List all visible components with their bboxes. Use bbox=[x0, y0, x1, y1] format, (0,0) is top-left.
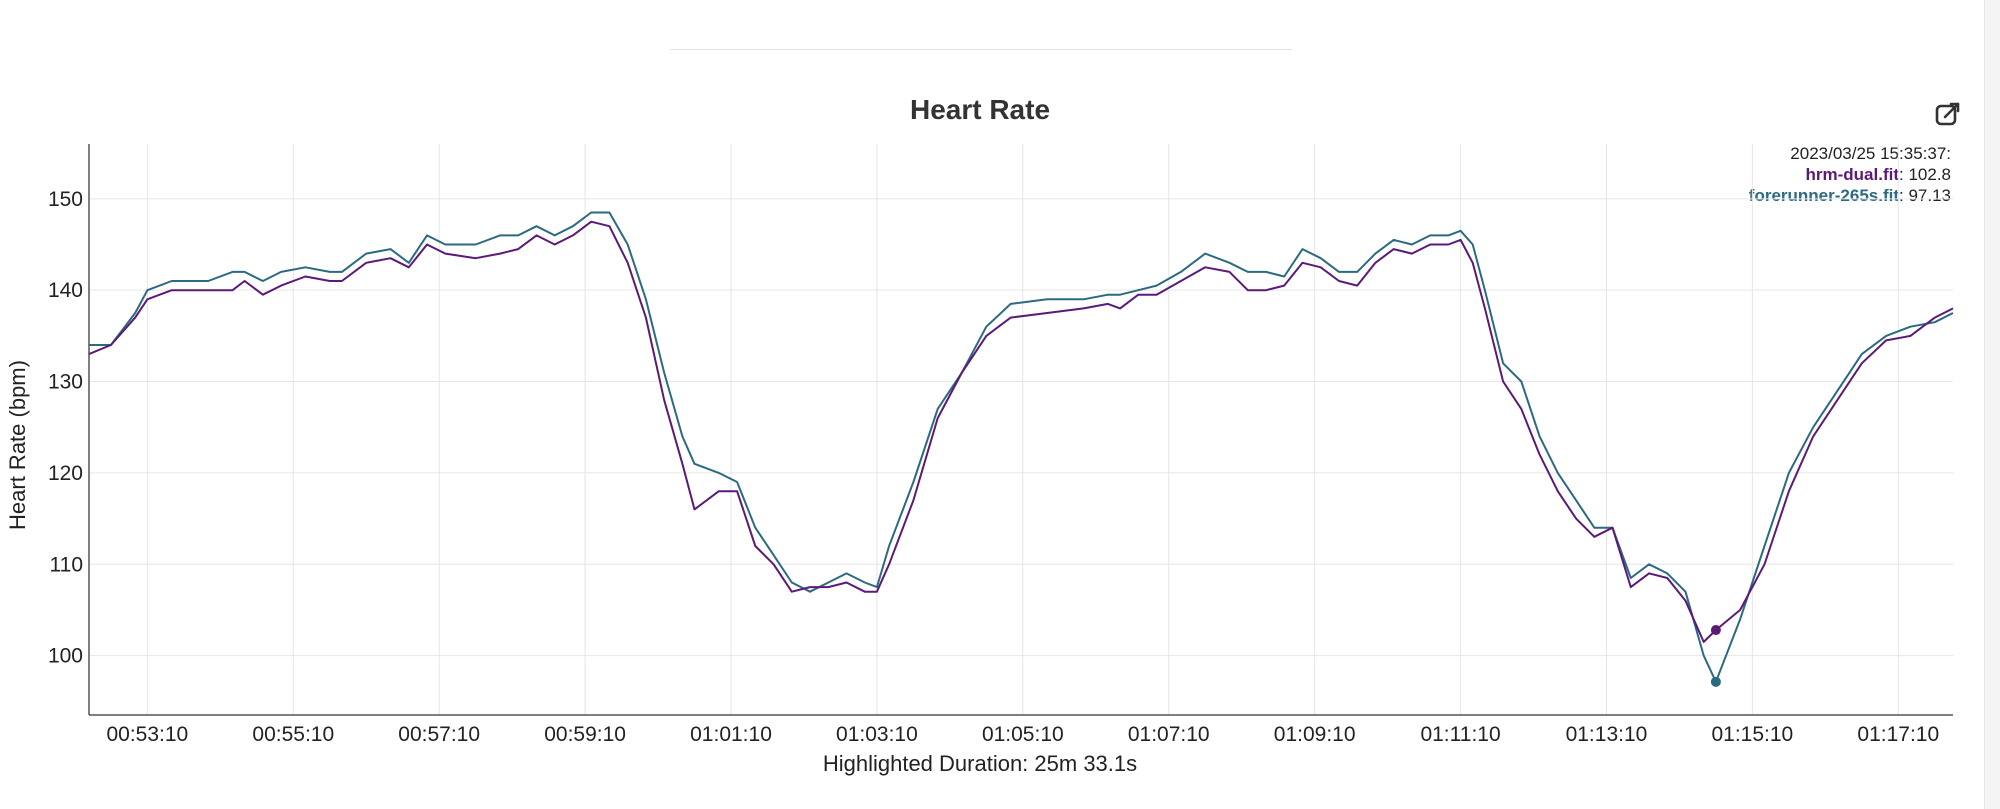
series-lines bbox=[88, 211, 1954, 683]
legend-row-hrm: hrm-dual.fit: 102.8 bbox=[1805, 165, 1952, 184]
hover-point-forerunner-265s.fit bbox=[1710, 676, 1721, 687]
x-tick-label: 01:09:10 bbox=[1274, 723, 1356, 746]
hover-markers bbox=[1710, 625, 1721, 687]
x-tick-label: 01:01:10 bbox=[690, 723, 772, 746]
x-tick-label: 01:11:10 bbox=[1420, 723, 1500, 746]
chart-title: Heart Rate bbox=[909, 94, 1051, 125]
x-tick-label: 01:17:10 bbox=[1857, 723, 1939, 746]
series-line-forerunner-265s.fit bbox=[89, 211, 1954, 683]
scrollbar[interactable] bbox=[1984, 0, 2000, 809]
x-tick-label: 01:13:10 bbox=[1566, 723, 1648, 746]
legend-series-value: 102.8 bbox=[1908, 165, 1951, 184]
legend-series-name: hrm-dual.fit bbox=[1805, 165, 1900, 184]
x-tick-label: 01:03:10 bbox=[836, 723, 918, 746]
legend-series-name: forerunner-265s.fit bbox=[1748, 186, 1899, 205]
highlighted-duration: Highlighted Duration: 25m 33.1s bbox=[822, 751, 1138, 776]
x-tick-label: 01:07:10 bbox=[1128, 723, 1210, 746]
grid-lines bbox=[89, 144, 1953, 715]
legend-timestamp: 2023/03/25 15:35:37: bbox=[1790, 144, 1951, 163]
y-tick-label: 150 bbox=[48, 188, 83, 211]
edit-external-icon[interactable] bbox=[1934, 100, 1962, 128]
top-divider bbox=[670, 49, 1292, 50]
y-tick-label: 130 bbox=[48, 371, 83, 394]
hover-point-hrm-dual.fit bbox=[1710, 625, 1721, 636]
tick-labels: 100 110 120 130 140 150 00:53:10 00:55:10 00:57:… bbox=[48, 188, 1939, 746]
x-tick-label: 00:57:10 bbox=[398, 723, 480, 746]
legend-series-value: 97.13 bbox=[1908, 186, 1951, 205]
axes bbox=[88, 144, 1953, 716]
series-line-hrm-dual.fit bbox=[88, 220, 1954, 643]
y-tick-label: 120 bbox=[48, 462, 83, 485]
y-tick-label: 140 bbox=[48, 279, 83, 302]
hover-legend: 2023/03/25 15:35:37: hrm-dual.fit: 102.8… bbox=[1749, 143, 1951, 206]
x-tick-label: 00:53:10 bbox=[106, 723, 188, 746]
x-tick-label: 01:15:10 bbox=[1711, 723, 1793, 746]
y-tick-label: 110 bbox=[50, 553, 83, 576]
x-tick-label: 00:55:10 bbox=[252, 723, 334, 746]
legend-row-forerunner: forerunner-265s.fit: 97.13 bbox=[1748, 186, 1951, 205]
x-tick-label: 01:05:10 bbox=[982, 723, 1064, 746]
y-tick-label: 100 bbox=[48, 645, 83, 668]
x-tick-label: 00:59:10 bbox=[544, 723, 626, 746]
